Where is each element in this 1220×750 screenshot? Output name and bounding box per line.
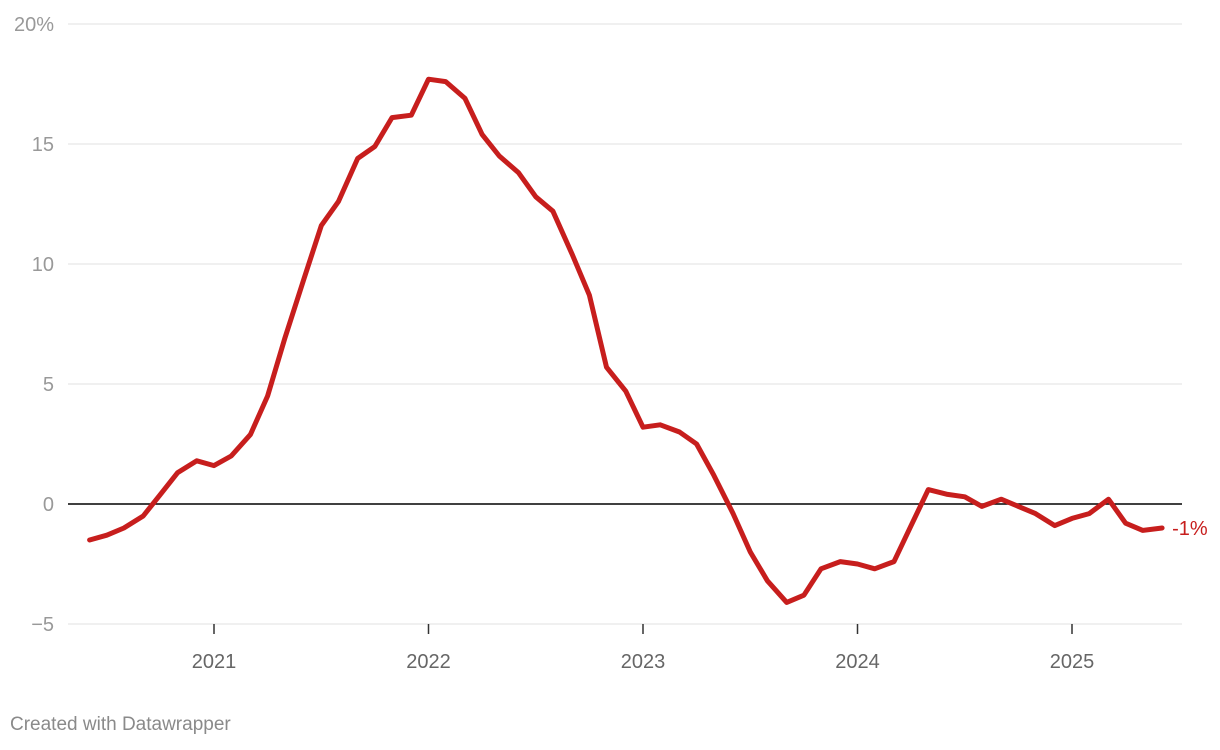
y-tick-label: −5 (31, 614, 54, 636)
x-tick-label: 2025 (1050, 651, 1095, 673)
y-axis: 20% 15 10 5 0 −5 (14, 14, 54, 636)
line-chart: 20% 15 10 5 0 −5 2021 2022 2023 2024 2025 -1% (14, 14, 1208, 673)
x-tick-label: 2021 (192, 651, 237, 673)
y-tick-label: 0 (43, 494, 54, 516)
end-value-label: -1% (1172, 518, 1208, 540)
credit-text: Created with Datawrapper (10, 714, 231, 735)
y-tick-label: 20% (14, 14, 54, 36)
series-line (87, 76, 1165, 605)
y-tick-label: 15 (32, 134, 54, 156)
x-axis: 2021 2022 2023 2024 2025 (192, 624, 1095, 673)
x-tick-label: 2023 (621, 651, 666, 673)
x-tick-label: 2022 (406, 651, 451, 673)
x-tick-label: 2024 (835, 651, 880, 673)
y-tick-label: 10 (32, 254, 54, 276)
y-tick-label: 5 (43, 374, 54, 396)
grid (68, 23, 1182, 625)
